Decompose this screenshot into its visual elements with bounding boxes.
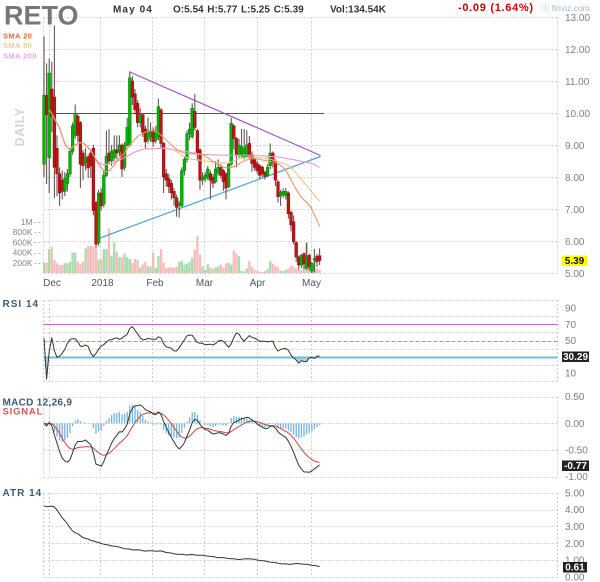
- svg-text:70: 70: [565, 320, 577, 331]
- svg-text:11.00: 11.00: [565, 77, 590, 88]
- svg-text:L:5.25: L:5.25: [241, 5, 270, 16]
- svg-text:Feb: Feb: [146, 278, 164, 289]
- svg-text:-1.00: -1.00: [565, 472, 588, 483]
- svg-text:13.00: 13.00: [565, 13, 590, 24]
- svg-text:90: 90: [565, 304, 577, 315]
- svg-text:5.00: 5.00: [565, 269, 585, 280]
- svg-text:-0.50: -0.50: [565, 446, 588, 457]
- svg-text:5.39: 5.39: [565, 256, 585, 267]
- svg-text:4.00: 4.00: [565, 505, 585, 516]
- svg-text:1.00: 1.00: [565, 556, 585, 567]
- svg-text:0.00: 0.00: [565, 419, 585, 430]
- svg-text:12.00: 12.00: [565, 45, 590, 56]
- svg-text:MACD 12,26,9: MACD 12,26,9: [3, 398, 73, 409]
- svg-text:SMA 20: SMA 20: [3, 32, 32, 41]
- svg-text:SMA 50: SMA 50: [3, 41, 32, 50]
- svg-text:ATR 14: ATR 14: [3, 488, 43, 499]
- svg-text:9.00: 9.00: [565, 141, 585, 152]
- svg-text:5.00: 5.00: [565, 488, 585, 499]
- svg-text:30.29: 30.29: [563, 352, 588, 363]
- svg-text:-0.77: -0.77: [564, 461, 587, 472]
- svg-text:Apr: Apr: [250, 278, 266, 289]
- svg-text:May: May: [302, 278, 321, 289]
- svg-text:C:5.39: C:5.39: [274, 5, 304, 16]
- svg-text:800K: 800K: [13, 227, 33, 237]
- svg-text:10.00: 10.00: [565, 109, 590, 120]
- svg-text:May 04: May 04: [113, 5, 153, 16]
- svg-text:Vol:134.54K: Vol:134.54K: [330, 5, 387, 16]
- svg-text:8.00: 8.00: [565, 173, 585, 184]
- svg-text:0.00: 0.00: [565, 573, 585, 582]
- svg-text:DAILY: DAILY: [13, 107, 27, 146]
- svg-text:7.00: 7.00: [565, 205, 585, 216]
- svg-text:200K: 200K: [13, 258, 33, 268]
- svg-text:RETO: RETO: [4, 1, 79, 31]
- svg-text:1M: 1M: [21, 217, 33, 227]
- svg-text:O:5.54: O:5.54: [173, 5, 204, 16]
- svg-text:RSI 14: RSI 14: [3, 299, 40, 310]
- svg-text:400K: 400K: [13, 248, 33, 258]
- svg-text:0.61: 0.61: [565, 563, 585, 574]
- svg-text:Mar: Mar: [196, 278, 214, 289]
- svg-text:2.00: 2.00: [565, 539, 585, 550]
- svg-text:6.00: 6.00: [565, 237, 585, 248]
- svg-text:3.00: 3.00: [565, 522, 585, 533]
- svg-text:50: 50: [565, 336, 577, 347]
- svg-text:-0.09 (1.64%): -0.09 (1.64%): [458, 2, 534, 14]
- svg-text:600K: 600K: [13, 237, 33, 247]
- svg-text:0.50: 0.50: [565, 392, 585, 403]
- svg-text:SMA 200: SMA 200: [3, 52, 37, 61]
- svg-text:10: 10: [565, 369, 577, 380]
- svg-text:SIGNAL: SIGNAL: [3, 407, 44, 418]
- svg-text:ⓘ finviz.com: ⓘ finviz.com: [541, 3, 590, 13]
- svg-text:2018: 2018: [91, 278, 114, 289]
- svg-text:Dec: Dec: [43, 278, 61, 289]
- svg-text:H:5.77: H:5.77: [207, 5, 237, 16]
